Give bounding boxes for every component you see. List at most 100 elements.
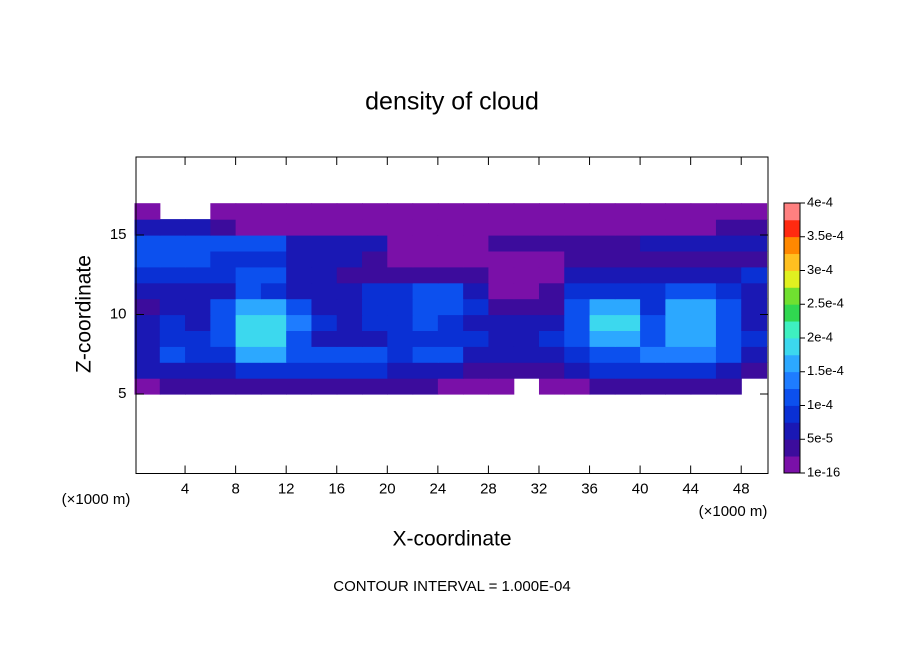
heatmap-cell [513, 282, 540, 300]
heatmap-cell [286, 266, 313, 284]
heatmap-cell [286, 203, 313, 220]
heatmap-cell [159, 266, 186, 284]
heatmap-cell [640, 266, 666, 284]
x-tick-label: 8 [231, 480, 239, 497]
heatmap-cell [538, 346, 565, 363]
heatmap-cell [286, 219, 313, 236]
heatmap-cell [362, 219, 388, 236]
colorbar-band [784, 236, 800, 255]
heatmap-cell [412, 203, 439, 220]
heatmap-cell [741, 362, 768, 379]
colorbar-band [784, 354, 800, 373]
heatmap-cell [463, 250, 490, 268]
heatmap-cell [513, 203, 540, 220]
heatmap-cell [589, 330, 616, 347]
colorbar-band [784, 203, 800, 221]
heatmap-cell [362, 362, 388, 379]
heatmap-cell [665, 282, 692, 300]
heatmap-cell [260, 203, 287, 220]
heatmap-cell [715, 203, 742, 220]
heatmap-cell [564, 298, 591, 316]
heatmap-cell [741, 282, 768, 300]
heatmap-cell [235, 314, 262, 331]
heatmap-cell [362, 378, 388, 395]
heatmap-cell [564, 203, 591, 220]
x-tick-label: 40 [632, 480, 649, 497]
chart-title: density of cloud [365, 88, 539, 116]
heatmap-cell [513, 330, 540, 347]
colorbar-band [784, 456, 800, 474]
heatmap-cell [741, 314, 768, 331]
heatmap-cell [488, 346, 515, 363]
heatmap-cell [362, 203, 388, 220]
x-unit-label: (×1000 m) [62, 491, 131, 508]
heatmap-cell [715, 346, 742, 363]
x-tick-label: 12 [278, 480, 295, 497]
heatmap-cell [286, 235, 313, 252]
heatmap-cell [134, 250, 161, 268]
x-unit-label: (×1000 m) [699, 503, 768, 520]
colorbar-tick-label: 2e-4 [807, 329, 833, 344]
colorbar-tick-label: 3.5e-4 [807, 228, 844, 243]
heatmap-cell [260, 330, 287, 347]
heatmap-cell [640, 314, 666, 331]
heatmap-cell [513, 362, 540, 379]
heatmap-cell [715, 219, 742, 236]
heatmap-cell [589, 378, 616, 395]
heatmap-cell [235, 346, 262, 363]
heatmap-cell [387, 330, 414, 347]
heatmap-cell [513, 250, 540, 268]
y-tick-label: 10 [110, 305, 127, 322]
heatmap-cell [336, 362, 363, 379]
heatmap-cell [387, 203, 414, 220]
heatmap-cell [715, 330, 742, 347]
colorbar-band [784, 287, 800, 305]
heatmap-cell [235, 219, 262, 236]
heatmap-cell [715, 314, 742, 331]
heatmap-cell [538, 250, 565, 268]
heatmap-cell [311, 378, 338, 395]
heatmap-cell [210, 203, 237, 220]
heatmap-cell [538, 314, 565, 331]
heatmap-cell [387, 282, 414, 300]
heatmap-cell [690, 330, 717, 347]
heatmap-cell [387, 362, 414, 379]
colorbar-band [784, 321, 800, 339]
heatmap-cell [260, 282, 287, 300]
heatmap-cell [538, 362, 565, 379]
heatmap-cell [336, 235, 363, 252]
heatmap-cell [513, 235, 540, 252]
heatmap-cell [185, 346, 211, 363]
heatmap-cell [715, 266, 742, 284]
heatmap-cell [690, 203, 717, 220]
heatmap-cell [387, 346, 414, 363]
heatmap-cell [362, 314, 388, 331]
heatmap-cell [741, 298, 768, 316]
heatmap-cell [513, 298, 540, 316]
heatmap-cell [488, 282, 515, 300]
heatmap-cell [235, 362, 262, 379]
heatmap-cell [690, 346, 717, 363]
heatmap-cell [311, 362, 338, 379]
heatmap-cell [412, 219, 439, 236]
heatmap-cell [640, 346, 666, 363]
heatmap-cell [437, 282, 464, 300]
heatmap-cell [741, 266, 768, 284]
heatmap-cell [614, 314, 641, 331]
heatmap-cell [210, 219, 237, 236]
heatmap-cell [235, 330, 262, 347]
heatmap-cell [159, 378, 186, 395]
heatmap-cell [362, 282, 388, 300]
heatmap-cell [741, 235, 768, 252]
colorbar-band [784, 304, 800, 322]
x-tick-label: 28 [480, 480, 497, 497]
x-tick-label: 4 [181, 480, 189, 497]
heatmap-cell [412, 314, 439, 331]
heatmap-cell [235, 266, 262, 284]
heatmap-cell [311, 346, 338, 363]
heatmap-cell [690, 250, 717, 268]
heatmap-cell [463, 330, 490, 347]
heatmap-cell [614, 266, 641, 284]
heatmap-cell [311, 282, 338, 300]
colorbar-band [784, 405, 800, 423]
